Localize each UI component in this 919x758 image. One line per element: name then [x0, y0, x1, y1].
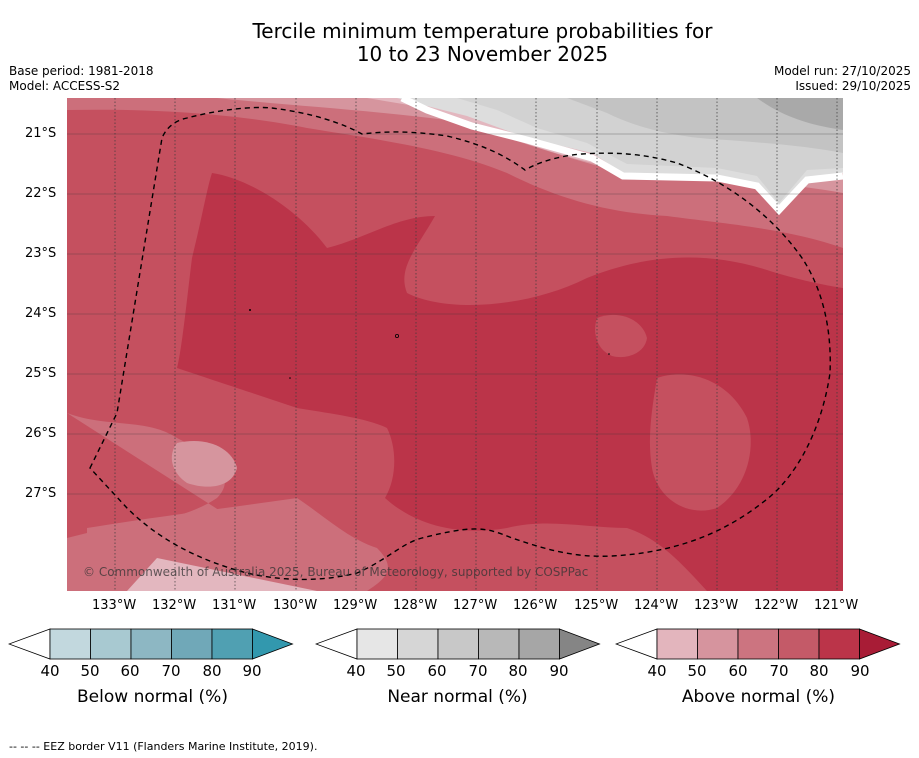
colorbar-segment	[518, 628, 560, 660]
island-dot	[608, 353, 610, 355]
zone-above-40-south	[127, 558, 317, 591]
colorbar-segment	[130, 628, 172, 660]
lat-label: 24°S	[25, 306, 57, 321]
colorbar-tick: 70	[161, 662, 181, 680]
colorbar-tick: 80	[508, 662, 528, 680]
colorbar-title-near: Near normal (%)	[387, 687, 528, 707]
chart-title-line1: Tercile minimum temperature probabilitie…	[252, 19, 713, 43]
zone-gap-line	[400, 98, 843, 216]
colorbar-tick: 70	[769, 662, 789, 680]
issued-text: Issued: 29/10/2025	[795, 79, 911, 93]
lon-label: 132°W	[152, 598, 197, 613]
colorbar-segment	[437, 628, 479, 660]
lat-label: 21°S	[25, 126, 57, 141]
lon-label: 131°W	[212, 598, 257, 613]
island-dot	[249, 309, 251, 311]
lon-label: 122°W	[754, 598, 799, 613]
island-dot	[289, 377, 291, 379]
colorbar-title-below: Below normal (%)	[77, 687, 228, 707]
lat-label: 26°S	[25, 426, 57, 441]
graticule-lon	[114, 98, 838, 591]
colorbar-tick: 90	[549, 662, 569, 680]
colorbar-tick: 40	[40, 662, 60, 680]
colorbar-max-extend	[559, 628, 601, 660]
colorbar-segment	[737, 628, 779, 660]
lon-label: 127°W	[453, 598, 498, 613]
zone-above-50-south	[171, 440, 237, 487]
colorbar-tick: 40	[346, 662, 366, 680]
lon-label: 125°W	[574, 598, 619, 613]
colorbar-tick: 90	[850, 662, 870, 680]
colorbar-tick: 70	[468, 662, 488, 680]
colorbar-tick: 50	[80, 662, 100, 680]
colorbar-near	[315, 628, 601, 660]
graticule-lat	[67, 133, 843, 495]
zone-near-70	[757, 98, 843, 130]
colorbar-min-extend	[615, 628, 658, 660]
colorbar-max-extend	[859, 628, 901, 660]
colorbar-max-extend	[252, 628, 294, 660]
model-run-text: Model run: 27/10/2025	[773, 64, 911, 78]
colorbar-title-above: Above normal (%)	[681, 687, 836, 707]
colorbar-tick: 50	[386, 662, 406, 680]
base-period-text: Base period: 1981-2018	[9, 64, 154, 78]
probability-map: © Commonwealth of Australia 2025, Bureau…	[67, 98, 843, 591]
colorbar-above	[615, 628, 901, 660]
colorbar-segment	[49, 628, 91, 660]
colorbar-tick: 90	[242, 662, 262, 680]
lon-label: 123°W	[694, 598, 739, 613]
colorbar-tick: 60	[728, 662, 748, 680]
colorbar-segment	[478, 628, 520, 660]
colorbar-segment	[356, 628, 398, 660]
colorbar-segment	[90, 628, 132, 660]
lon-label: 126°W	[513, 598, 558, 613]
colorbar-tick: 80	[809, 662, 829, 680]
model-text: Model: ACCESS-S2	[9, 79, 121, 93]
lat-label: 23°S	[25, 246, 57, 261]
zone-near-60	[567, 98, 843, 153]
zone-above-70-island-east	[649, 374, 751, 511]
colorbar-segment	[397, 628, 439, 660]
eez-border-line	[89, 106, 831, 581]
chart-title-line2: 10 to 23 November 2025	[356, 42, 609, 66]
lon-label: 128°W	[393, 598, 438, 613]
colorbar-segment	[697, 628, 739, 660]
colorbar-segment	[211, 628, 253, 660]
eez-legend-note: -- -- -- EEZ border V11 (Flanders Marine…	[9, 740, 318, 753]
lon-label: 124°W	[634, 598, 679, 613]
colorbar-min-extend	[315, 628, 358, 660]
colorbar-segment	[656, 628, 698, 660]
colorbar-segment	[171, 628, 213, 660]
colorbar-segment	[778, 628, 820, 660]
lat-label: 25°S	[25, 366, 57, 381]
colorbar-min-extend	[8, 628, 51, 660]
island-dot	[394, 333, 399, 338]
colorbar-tick: 60	[427, 662, 447, 680]
lon-label: 133°W	[92, 598, 137, 613]
colorbar-tick: 40	[647, 662, 667, 680]
zone-above-70-island-small	[595, 314, 647, 358]
lat-label: 22°S	[25, 186, 57, 201]
copyright-watermark: © Commonwealth of Australia 2025, Bureau…	[83, 565, 589, 579]
lon-label: 130°W	[273, 598, 318, 613]
lon-label: 121°W	[814, 598, 859, 613]
colorbar-tick: 60	[120, 662, 140, 680]
colorbar-tick: 80	[202, 662, 222, 680]
lat-label: 27°S	[25, 486, 57, 501]
colorbar-tick: 50	[687, 662, 707, 680]
lon-label: 129°W	[333, 598, 378, 613]
colorbar-below	[8, 628, 294, 660]
colorbar-segment	[818, 628, 860, 660]
